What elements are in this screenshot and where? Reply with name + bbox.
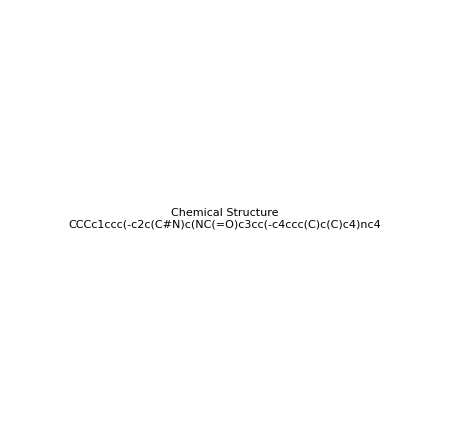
Text: Chemical Structure
CCCc1ccc(-c2c(C#N)c(NC(=O)c3cc(-c4ccc(C)c(C)c4)nc4: Chemical Structure CCCc1ccc(-c2c(C#N)c(N… [68, 208, 382, 229]
